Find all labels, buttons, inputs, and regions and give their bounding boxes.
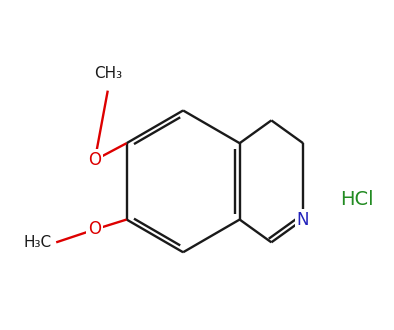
Text: CH₃: CH₃ — [94, 66, 122, 81]
Text: O: O — [88, 220, 101, 239]
Text: N: N — [297, 211, 309, 229]
Text: HCl: HCl — [340, 190, 374, 209]
Text: O: O — [88, 151, 101, 169]
Text: H₃C: H₃C — [23, 235, 51, 250]
